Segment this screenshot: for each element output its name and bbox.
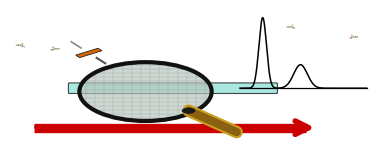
Circle shape [350, 35, 353, 36]
Circle shape [290, 26, 293, 28]
Circle shape [182, 108, 195, 114]
Circle shape [19, 45, 22, 46]
Circle shape [291, 25, 294, 26]
Circle shape [349, 38, 351, 39]
Circle shape [21, 43, 24, 45]
Circle shape [352, 36, 355, 38]
Circle shape [286, 26, 288, 27]
Circle shape [293, 28, 295, 29]
Polygon shape [76, 48, 102, 58]
Circle shape [356, 36, 358, 37]
Circle shape [15, 45, 18, 46]
FancyBboxPatch shape [68, 83, 277, 93]
Circle shape [50, 50, 53, 51]
Circle shape [79, 62, 212, 121]
Circle shape [23, 46, 25, 47]
Circle shape [53, 48, 56, 49]
Circle shape [52, 47, 54, 48]
Circle shape [57, 48, 60, 49]
